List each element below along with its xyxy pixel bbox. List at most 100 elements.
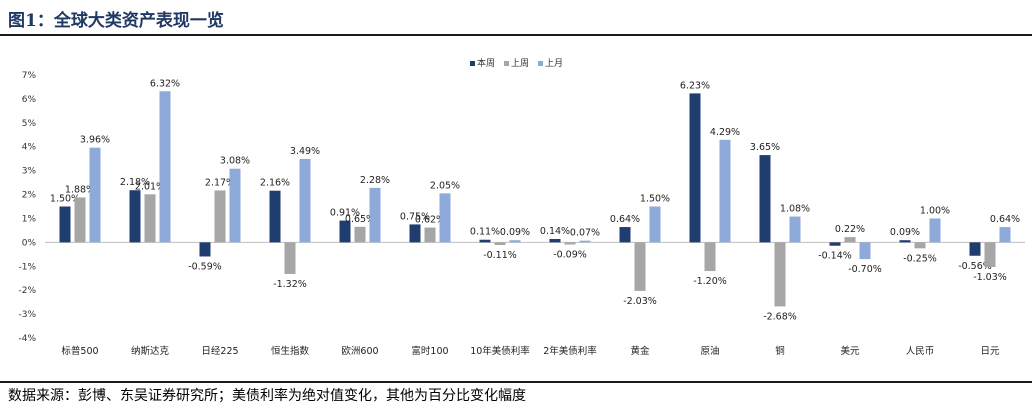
bar-上月 bbox=[929, 218, 941, 243]
data-label: 0.65% bbox=[345, 214, 375, 225]
data-label: 2.18% bbox=[120, 177, 150, 188]
y-tick-label: 5% bbox=[22, 119, 37, 129]
bar-上月 bbox=[579, 240, 591, 243]
bar-本周 bbox=[899, 240, 911, 243]
data-label: -0.25% bbox=[903, 253, 937, 264]
data-label: 3.08% bbox=[220, 156, 250, 167]
y-tick-label: 4% bbox=[22, 143, 37, 153]
data-label: -0.14% bbox=[818, 251, 852, 262]
data-label: 0.07% bbox=[570, 228, 600, 239]
category-label: 纳斯达克 bbox=[131, 345, 170, 357]
bar-上周 bbox=[74, 197, 86, 243]
bar-上周 bbox=[564, 242, 576, 245]
bar-本周 bbox=[129, 190, 141, 243]
bar-上月 bbox=[89, 147, 101, 243]
bar-chart: 7%6%5%4%3%2%1%0%-1%-2%-3%-4%1.50%1.88%3.… bbox=[18, 57, 1025, 357]
bar-上周 bbox=[984, 242, 996, 267]
bar-上月 bbox=[999, 227, 1011, 243]
bar-上周 bbox=[284, 242, 296, 274]
data-label: 2.16% bbox=[260, 178, 290, 189]
y-tick-label: 1% bbox=[22, 214, 37, 224]
data-label: 2.17% bbox=[205, 177, 235, 188]
data-label: 0.22% bbox=[835, 224, 865, 235]
bar-上月 bbox=[649, 206, 661, 243]
data-label: -0.56% bbox=[958, 261, 992, 272]
bar-上周 bbox=[494, 242, 506, 245]
y-tick-label: 2% bbox=[22, 191, 37, 201]
category-label: 原油 bbox=[700, 345, 719, 357]
bar-本周 bbox=[829, 242, 841, 246]
bar-上月 bbox=[299, 158, 311, 243]
bar-上月 bbox=[439, 193, 451, 243]
bottom-rule bbox=[0, 381, 1032, 383]
category-label: 日元 bbox=[980, 346, 1000, 357]
bar-本周 bbox=[619, 227, 631, 243]
bar-本周 bbox=[759, 155, 771, 243]
category-label: 10年美债利率 bbox=[470, 345, 530, 357]
y-tick-label: 0% bbox=[22, 238, 37, 248]
bar-上周 bbox=[914, 242, 926, 249]
data-label: -1.20% bbox=[693, 276, 727, 287]
category-label: 铜 bbox=[775, 345, 785, 357]
bar-上月 bbox=[229, 168, 241, 243]
bar-上周 bbox=[144, 194, 156, 243]
bar-本周 bbox=[269, 190, 281, 243]
data-label: 6.23% bbox=[680, 80, 710, 91]
bar-上月 bbox=[159, 91, 171, 243]
category-label: 欧洲600 bbox=[341, 345, 378, 357]
data-label: 3.65% bbox=[750, 142, 780, 153]
legend-swatch bbox=[504, 61, 509, 66]
data-label: 1.00% bbox=[920, 205, 950, 216]
category-label: 人民币 bbox=[906, 346, 935, 357]
bar-上周 bbox=[634, 242, 646, 291]
data-label: 0.75% bbox=[400, 211, 430, 222]
data-label: 0.62% bbox=[415, 215, 445, 226]
data-label: 2.28% bbox=[360, 175, 390, 186]
data-label: -2.68% bbox=[763, 311, 797, 322]
data-label: -0.11% bbox=[483, 250, 517, 261]
category-label: 美元 bbox=[840, 345, 860, 357]
y-tick-label: 3% bbox=[22, 167, 37, 177]
data-label: 1.08% bbox=[780, 204, 810, 215]
source-note: 数据来源：彭博、东吴证券研究所；美债利率为绝对值变化，其他为百分比变化幅度 bbox=[8, 388, 526, 404]
category-label: 恒生指数 bbox=[271, 345, 310, 357]
y-tick-label: -2% bbox=[18, 286, 36, 296]
bar-本周 bbox=[549, 239, 561, 243]
data-label: 0.64% bbox=[990, 214, 1020, 225]
bar-上月 bbox=[509, 240, 521, 243]
y-tick-label: -3% bbox=[18, 310, 36, 320]
data-label: -1.32% bbox=[273, 279, 307, 290]
y-tick-label: 6% bbox=[22, 95, 37, 105]
y-tick-label: 7% bbox=[22, 71, 37, 81]
legend-label: 上月 bbox=[545, 58, 563, 69]
category-label: 标普500 bbox=[61, 345, 98, 357]
data-label: 0.64% bbox=[610, 214, 640, 225]
data-label: 2.01% bbox=[135, 181, 165, 192]
bar-上月 bbox=[719, 139, 731, 243]
bar-上月 bbox=[789, 216, 801, 243]
bar-上周 bbox=[774, 242, 786, 307]
category-label: 日经225 bbox=[201, 345, 238, 357]
data-label: 0.11% bbox=[470, 227, 500, 238]
data-label: -0.09% bbox=[553, 250, 587, 261]
bar-本周 bbox=[199, 242, 211, 257]
bar-上月 bbox=[859, 242, 871, 260]
category-label: 2年美债利率 bbox=[543, 345, 597, 357]
top-rule bbox=[0, 34, 1032, 36]
bar-本周 bbox=[339, 220, 351, 243]
data-label: -0.70% bbox=[848, 264, 882, 275]
bar-上月 bbox=[369, 187, 381, 243]
bar-本周 bbox=[409, 224, 421, 243]
data-label: 0.91% bbox=[330, 208, 360, 219]
bar-本周 bbox=[59, 206, 71, 243]
data-label: 3.49% bbox=[290, 146, 320, 157]
data-label: 1.88% bbox=[65, 184, 95, 195]
bar-上周 bbox=[214, 190, 226, 243]
bar-本周 bbox=[479, 239, 491, 243]
data-label: -1.03% bbox=[973, 272, 1007, 283]
category-label: 黄金 bbox=[630, 345, 650, 357]
data-label: 2.05% bbox=[430, 180, 460, 191]
figure-title: 图1：全球大类资产表现一览 bbox=[8, 11, 224, 31]
category-label: 富时100 bbox=[411, 345, 448, 357]
data-label: 0.14% bbox=[540, 226, 570, 237]
